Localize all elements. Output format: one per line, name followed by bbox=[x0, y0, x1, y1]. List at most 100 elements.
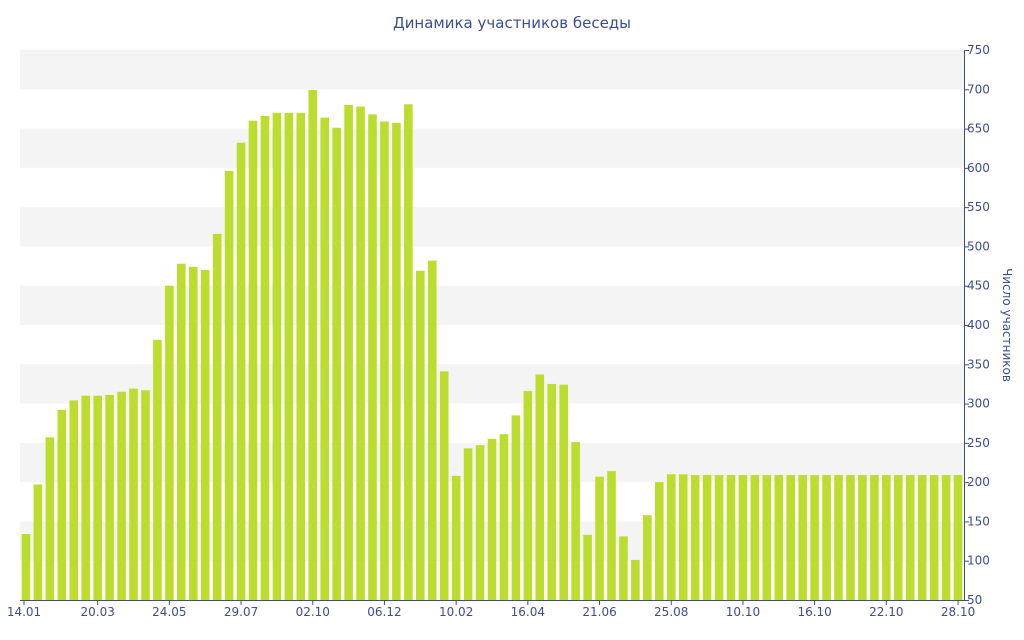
x-tick-label: 10.02 bbox=[439, 605, 473, 619]
bar[interactable] bbox=[822, 475, 831, 600]
bar[interactable] bbox=[774, 475, 784, 600]
bar[interactable] bbox=[547, 383, 557, 600]
bar[interactable] bbox=[451, 475, 461, 600]
bar[interactable] bbox=[200, 270, 210, 600]
bar[interactable] bbox=[308, 90, 318, 600]
bar[interactable] bbox=[236, 142, 246, 600]
bar[interactable] bbox=[893, 475, 903, 600]
y-tick-label: 700 bbox=[967, 82, 990, 96]
bar[interactable] bbox=[404, 104, 413, 601]
bar[interactable] bbox=[57, 409, 67, 600]
y-tick-label: 600 bbox=[967, 161, 990, 175]
bar[interactable] bbox=[69, 400, 79, 600]
bar[interactable] bbox=[284, 112, 294, 601]
bar[interactable] bbox=[870, 475, 879, 600]
bar[interactable] bbox=[368, 114, 377, 601]
y-tick-label: 100 bbox=[967, 554, 990, 568]
bar[interactable] bbox=[439, 371, 449, 600]
bar[interactable] bbox=[33, 484, 43, 601]
bar[interactable] bbox=[858, 475, 867, 600]
bar[interactable] bbox=[511, 415, 521, 600]
bar[interactable] bbox=[141, 390, 150, 600]
bar[interactable] bbox=[475, 445, 485, 600]
bar[interactable] bbox=[905, 475, 915, 600]
x-tick-label: 24.05 bbox=[152, 605, 186, 619]
bar[interactable] bbox=[499, 434, 509, 600]
bar[interactable] bbox=[571, 442, 580, 600]
x-tick-label: 21.06 bbox=[582, 605, 616, 619]
bar[interactable] bbox=[607, 471, 616, 600]
bar[interactable] bbox=[535, 374, 545, 601]
x-ticks: 14.01 20.03 24.05 29.07 02.10 06.12 10.02 16.04… bbox=[7, 600, 975, 619]
x-tick-label: 16.10 bbox=[797, 605, 831, 619]
bar[interactable] bbox=[463, 448, 473, 600]
bar[interactable] bbox=[153, 339, 162, 600]
bar[interactable] bbox=[666, 474, 676, 600]
bar[interactable] bbox=[212, 233, 222, 601]
bar[interactable] bbox=[595, 476, 604, 600]
bar[interactable] bbox=[416, 270, 425, 600]
bar[interactable] bbox=[332, 127, 341, 600]
bar[interactable] bbox=[45, 437, 55, 600]
bar[interactable] bbox=[248, 120, 258, 601]
bar[interactable] bbox=[834, 475, 843, 600]
grid-band bbox=[20, 50, 964, 90]
bar[interactable] bbox=[798, 475, 807, 600]
bar[interactable] bbox=[583, 534, 592, 600]
bar[interactable] bbox=[117, 391, 126, 600]
bar[interactable] bbox=[953, 475, 963, 600]
bar[interactable] bbox=[619, 536, 628, 600]
bar[interactable] bbox=[392, 123, 401, 600]
bar[interactable] bbox=[786, 475, 796, 600]
grid-band bbox=[20, 128, 964, 168]
y-tick-label: 500 bbox=[967, 239, 990, 253]
y-tick-label: 450 bbox=[967, 279, 990, 293]
x-tick-label: 02.10 bbox=[296, 605, 330, 619]
bar[interactable] bbox=[810, 475, 819, 600]
bar[interactable] bbox=[188, 266, 198, 600]
y-tick-label: 50 bbox=[967, 593, 982, 607]
bar[interactable] bbox=[523, 391, 533, 600]
bar[interactable] bbox=[846, 475, 855, 600]
bar[interactable] bbox=[917, 475, 927, 600]
bars bbox=[21, 90, 963, 601]
bar[interactable] bbox=[487, 438, 497, 600]
bar[interactable] bbox=[643, 515, 652, 600]
bar[interactable] bbox=[272, 112, 282, 601]
bar[interactable] bbox=[165, 285, 174, 600]
bar[interactable] bbox=[177, 263, 186, 600]
bar[interactable] bbox=[882, 475, 891, 600]
x-tick-label: 20.03 bbox=[80, 605, 114, 619]
bar[interactable] bbox=[356, 106, 365, 600]
bar[interactable] bbox=[380, 121, 389, 601]
x-tick-label: 06.12 bbox=[367, 605, 401, 619]
bar[interactable] bbox=[129, 388, 138, 600]
y-tick-label: 650 bbox=[967, 122, 990, 136]
bar[interactable] bbox=[714, 475, 724, 600]
bar[interactable] bbox=[344, 105, 353, 600]
bar[interactable] bbox=[654, 482, 664, 600]
bar[interactable] bbox=[929, 475, 939, 600]
bar[interactable] bbox=[738, 475, 748, 600]
bar[interactable] bbox=[750, 475, 760, 600]
bar[interactable] bbox=[224, 171, 234, 600]
bar[interactable] bbox=[427, 260, 437, 600]
bar[interactable] bbox=[690, 475, 700, 600]
y-tick-label: 750 bbox=[967, 43, 990, 57]
bar[interactable] bbox=[93, 395, 102, 600]
bar[interactable] bbox=[105, 394, 114, 600]
bar[interactable] bbox=[762, 475, 772, 600]
bar[interactable] bbox=[726, 475, 736, 600]
bar[interactable] bbox=[559, 384, 568, 600]
bar[interactable] bbox=[260, 116, 270, 600]
bar[interactable] bbox=[631, 559, 640, 600]
bar[interactable] bbox=[21, 534, 31, 600]
bar[interactable] bbox=[81, 395, 91, 600]
bar[interactable] bbox=[320, 117, 330, 600]
bar[interactable] bbox=[702, 475, 712, 600]
x-tick-label: 22.10 bbox=[869, 605, 903, 619]
bar[interactable] bbox=[296, 112, 306, 601]
bar[interactable] bbox=[678, 474, 688, 600]
x-tick-label: 16.04 bbox=[511, 605, 545, 619]
bar[interactable] bbox=[941, 475, 951, 600]
